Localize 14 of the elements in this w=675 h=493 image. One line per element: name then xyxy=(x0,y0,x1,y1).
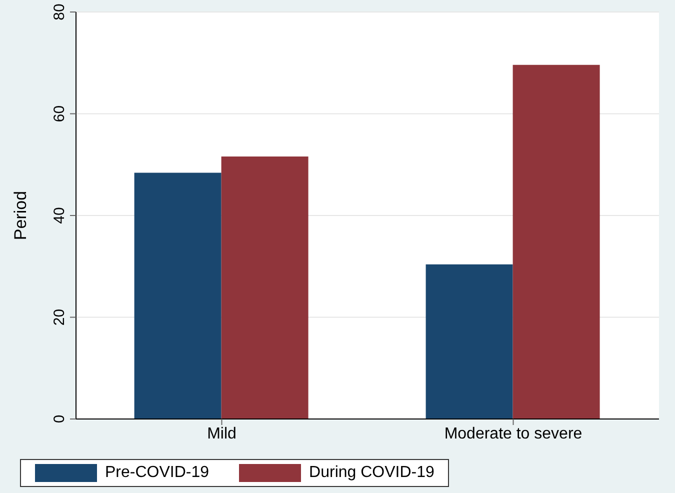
y-tick-label: 0 xyxy=(51,414,68,424)
bar xyxy=(134,172,222,419)
x-tick-label: Mild xyxy=(207,425,236,442)
y-axis-title: Period xyxy=(11,190,30,240)
y-tick-label: 20 xyxy=(51,308,68,326)
legend-label: Pre-COVID-19 xyxy=(105,464,210,482)
bar xyxy=(426,264,513,419)
y-tick-label: 80 xyxy=(51,4,68,20)
x-tick-label: Moderate to severe xyxy=(444,425,582,442)
bar xyxy=(221,156,308,419)
bar xyxy=(512,64,600,419)
y-tick-label: 60 xyxy=(51,105,68,122)
y-tick-label: 40 xyxy=(51,207,68,224)
legend-label: During COVID-19 xyxy=(309,464,434,482)
